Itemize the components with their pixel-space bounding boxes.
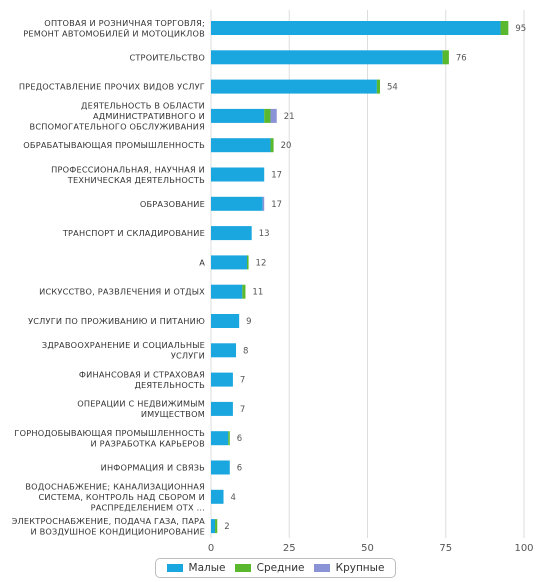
bar-segment-small[interactable]: [211, 226, 252, 241]
category-label: ПРЕДОСТАВЛЕНИЕ ПРОЧИХ ВИДОВ УСЛУГ: [19, 82, 205, 92]
category-label: АДМИНИСТРАТИВНОГО И: [93, 111, 205, 121]
bar-segment-medium[interactable]: [228, 431, 230, 446]
bar-segment-large[interactable]: [262, 196, 265, 211]
total-label: 11: [252, 288, 263, 298]
x-tick-label: 25: [283, 543, 296, 554]
category-labels: ОПТОВАЯ И РОЗНИЧНАЯ ТОРГОВЛЯ;РЕМОНТ АВТО…: [12, 18, 206, 537]
bar-segment-medium[interactable]: [270, 138, 274, 153]
total-label: 17: [271, 171, 282, 181]
total-label: 6: [237, 434, 242, 444]
category-label: РЕМОНТ АВТОМОБИЛЕЙ И МОТОЦИКЛОВ: [23, 27, 205, 38]
category-label: ТЕХНИЧЕСКАЯ ДЕЯТЕЛЬНОСТЬ: [67, 175, 205, 185]
legend-item-large[interactable]: Крупные: [313, 562, 385, 574]
bar-segment-medium[interactable]: [500, 21, 509, 35]
legend-swatch-medium: [234, 564, 251, 572]
bar-segment-small[interactable]: [211, 138, 271, 153]
total-label: 76: [456, 53, 467, 63]
category-label: ВОДОСНАБЖЕНИЕ; КАНАЛИЗАЦИОННАЯ: [25, 481, 205, 491]
bar-segment-small[interactable]: [211, 314, 240, 328]
category-label: И ВОЗДУШНОЕ КОНДИЦИОНИРОВАНИЕ: [30, 526, 205, 536]
category-label: ОПЕРАЦИИ С НЕДВИЖИМЫМ: [77, 399, 205, 409]
total-label: 54: [387, 83, 398, 93]
x-axis-ticks: 0 25 50 75 100: [208, 543, 534, 554]
bar-segment-small[interactable]: [211, 50, 443, 65]
total-label: 8: [243, 346, 248, 356]
category-label: ИМУЩЕСТВОМ: [141, 409, 205, 419]
bar-segment-large[interactable]: [270, 108, 277, 123]
bar-segment-small[interactable]: [211, 431, 229, 446]
bar-segment-small[interactable]: [211, 255, 247, 270]
total-label: 7: [240, 376, 245, 386]
legend: Малые Средние Крупные: [155, 558, 396, 578]
bar-chart: ОПТОВАЯ И РОЗНИЧНАЯ ТОРГОВЛЯ;РЕМОНТ АВТО…: [12, 10, 534, 554]
category-label: ЭЛЕКТРОСНАБЖЕНИЕ, ПОДАЧА ГАЗА, ПАРА: [12, 516, 206, 526]
category-label: ГОРНОДОБЫВАЮЩАЯ ПРОМЫШЛЕННОСТЬ: [14, 428, 205, 438]
category-label: ДЕЯТЕЛЬНОСТЬ В ОБЛАСТИ: [81, 100, 205, 110]
category-label: ОБРАЗОВАНИЕ: [140, 199, 205, 209]
category-label: УСЛУГИ ПО ПРОЖИВАНИЮ И ПИТАНИЮ: [28, 316, 205, 326]
category-label: УСЛУГИ: [171, 351, 205, 361]
total-label: 2: [224, 522, 229, 532]
category-label: ЗДРАВООХРАНЕНИЕ И СОЦИАЛЬНЫЕ: [42, 340, 205, 350]
x-tick-label: 100: [514, 543, 533, 554]
bar-segment-small[interactable]: [211, 519, 216, 534]
x-tick-label: 0: [208, 543, 214, 554]
category-label: ФИНАНСОВАЯ И СТРАХОВАЯ: [79, 369, 205, 379]
total-label: 12: [256, 258, 267, 268]
category-label: СТРОИТЕЛЬСТВО: [129, 52, 205, 62]
legend-label-small: Малые: [188, 562, 226, 574]
bar-segment-small[interactable]: [211, 343, 237, 358]
total-label: 9: [246, 317, 251, 327]
bar-segment-small[interactable]: [211, 372, 233, 387]
legend-swatch-large: [313, 564, 330, 572]
bar-segment-small[interactable]: [211, 79, 377, 94]
category-label: ДЕЯТЕЛЬНОСТЬ: [134, 380, 205, 390]
x-tick-label: 50: [361, 543, 374, 554]
bar-segment-medium[interactable]: [376, 79, 381, 94]
category-label: ИСКУССТВО, РАЗВЛЕЧЕНИЯ И ОТДЫХ: [39, 287, 205, 297]
bar-segment-small[interactable]: [211, 108, 265, 123]
bar-segment-small[interactable]: [211, 167, 265, 182]
legend-swatch-small: [166, 564, 183, 572]
bar-segment-small[interactable]: [211, 284, 243, 299]
total-label: 20: [281, 141, 292, 151]
x-tick-label: 75: [439, 543, 452, 554]
total-label: 17: [271, 200, 282, 210]
category-label: ОПТОВАЯ И РОЗНИЧНАЯ ТОРГОВЛЯ;: [44, 18, 205, 28]
total-label: 13: [259, 229, 270, 239]
category-label: ПРОФЕССИОНАЛЬНАЯ, НАУЧНАЯ И: [51, 164, 205, 174]
category-label: И РАЗРАБОТКА КАРЬЕРОВ: [91, 438, 206, 448]
bar-segment-small[interactable]: [211, 21, 501, 35]
category-label: A: [199, 257, 205, 267]
legend-label-medium: Средние: [256, 562, 305, 574]
total-label: 95: [515, 24, 526, 34]
category-label: ОБРАБАТЫВАЮЩАЯ ПРОМЫШЛЕННОСТЬ: [23, 140, 205, 150]
total-label: 4: [231, 493, 236, 503]
total-label: 6: [237, 464, 242, 474]
bar-segment-medium[interactable]: [442, 50, 449, 65]
total-label: 7: [240, 405, 245, 415]
grid-lines: [210, 10, 525, 538]
bar-segment-medium[interactable]: [215, 519, 218, 534]
bars: [211, 21, 509, 534]
bar-segment-medium[interactable]: [246, 255, 249, 270]
category-label: СИСТЕМА, КОНТРОЛЬ НАД СБОРОМ И: [39, 492, 205, 502]
category-label: ВСПОМОГАТЕЛЬНОГО ОБСЛУЖИВАНИЯ: [30, 121, 205, 131]
category-label: ИНФОРМАЦИЯ И СВЯЗЬ: [101, 463, 206, 473]
bar-segment-medium[interactable]: [242, 284, 246, 299]
legend-item-medium[interactable]: Средние: [234, 562, 305, 574]
bar-segment-medium[interactable]: [264, 108, 271, 123]
legend-item-small[interactable]: Малые: [166, 562, 226, 574]
bar-segment-small[interactable]: [211, 489, 224, 504]
bar-segment-small[interactable]: [211, 401, 233, 416]
legend-label-large: Крупные: [335, 562, 385, 574]
bar-segment-small[interactable]: [211, 460, 230, 475]
category-label: РАСПРЕДЕЛЕНИЕМ ОТХ ...: [91, 502, 205, 512]
bar-segment-small[interactable]: [211, 196, 263, 211]
total-label: 21: [284, 112, 295, 122]
category-label: ТРАНСПОРТ И СКЛАДИРОВАНИЕ: [62, 228, 205, 238]
